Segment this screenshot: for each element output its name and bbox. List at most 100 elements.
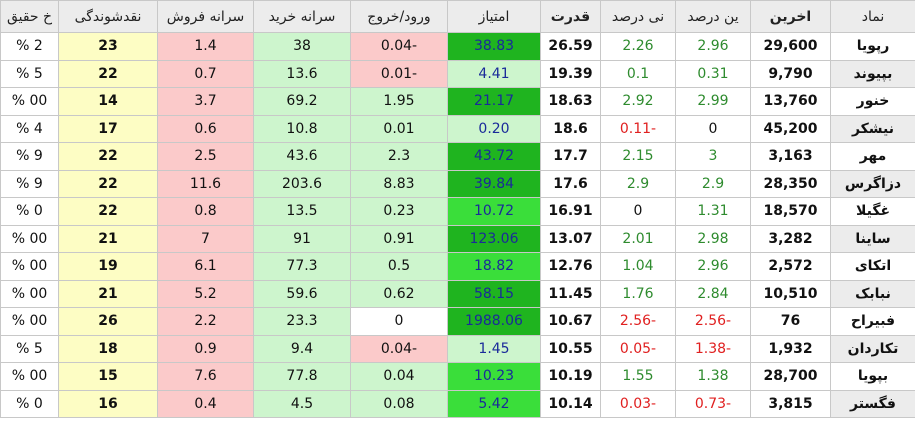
table-cell: 1.31 — [675, 197, 751, 226]
table-cell: -0.04 — [350, 334, 448, 363]
column-header[interactable]: ین درصد — [675, 0, 751, 33]
column-header[interactable]: سرانه خرید — [253, 0, 351, 33]
table-cell: 10.67 — [540, 307, 601, 336]
table-cell: 58.15 — [447, 279, 541, 308]
table-cell: 0 % — [0, 389, 59, 418]
table-cell: 7.6 — [157, 362, 254, 391]
table-cell: غگیلا — [830, 197, 915, 226]
table-row[interactable]: بپویا 28,700 1.38 1.55 10.19 10.23 0.04 77.8 7.6… — [0, 362, 915, 391]
table-cell: بپیوند — [830, 59, 915, 88]
table-cell: 29,600 — [750, 32, 831, 61]
table-row[interactable]: خنور 13,760 2.99 2.92 18.63 21.17 1.95 69.2 3.7 1… — [0, 87, 915, 116]
table-cell: رپویا — [830, 32, 915, 61]
table-row[interactable]: ساینا 3,282 2.98 2.01 13.07 123.06 0.91 91 7 21 00… — [0, 224, 915, 253]
table-cell: 1.55 — [600, 362, 676, 391]
table-cell: 2.96 — [675, 32, 751, 61]
table-cell: 38 — [253, 32, 351, 61]
table-cell: 11.45 — [540, 279, 601, 308]
table-cell: نبابک — [830, 279, 915, 308]
table-cell: 17.7 — [540, 142, 601, 171]
table-cell: ساینا — [830, 224, 915, 253]
table-cell: تکاردان — [830, 334, 915, 363]
table-cell: 28,700 — [750, 362, 831, 391]
table-cell: 10,510 — [750, 279, 831, 308]
table-row[interactable]: فگستر 3,815 -0.73 -0.03 10.14 5.42 0.08 4.5 0.4 1… — [0, 389, 915, 418]
table-cell: 19 — [58, 252, 158, 281]
column-header[interactable]: نی درصد — [600, 0, 676, 33]
column-header[interactable]: امتیاز — [447, 0, 541, 33]
table-cell: 0 — [675, 114, 751, 143]
table-cell: 3,282 — [750, 224, 831, 253]
table-cell: 0.31 — [675, 59, 751, 88]
column-header[interactable]: نماد — [830, 0, 915, 33]
column-header[interactable]: سرانه فروش — [157, 0, 254, 33]
column-header[interactable]: خ حقیق — [0, 0, 59, 33]
table-cell: 16.91 — [540, 197, 601, 226]
table-cell: 4.41 — [447, 59, 541, 88]
table-cell: 7 — [157, 224, 254, 253]
table-row[interactable]: بپیوند 9,790 0.31 0.1 19.39 4.41 -0.01 13.6 0.7 2… — [0, 59, 915, 88]
table-cell: 22 — [58, 59, 158, 88]
table-cell: 10.55 — [540, 334, 601, 363]
table-cell: 18 — [58, 334, 158, 363]
table-row[interactable]: نیشکر 45,200 0 -0.11 18.6 0.20 0.01 10.8 0.6 17 4 … — [0, 114, 915, 143]
table-cell: 0.1 — [600, 59, 676, 88]
table-cell: 2.9 — [675, 169, 751, 198]
table-cell: 3.7 — [157, 87, 254, 116]
table-cell: -0.05 — [600, 334, 676, 363]
table-cell: 38.83 — [447, 32, 541, 61]
table-cell: 2.01 — [600, 224, 676, 253]
table-cell: 2.84 — [675, 279, 751, 308]
table-cell: -2.56 — [600, 307, 676, 336]
table-row[interactable]: اتکای 2,572 2.96 1.04 12.76 18.82 0.5 77.3 6.1 19… — [0, 252, 915, 281]
table-row[interactable]: فبیراح 76 -2.56 -2.56 10.67 1988.06 0 23.3 2.2 26… — [0, 307, 915, 336]
table-cell: 2.92 — [600, 87, 676, 116]
table-cell: 1.95 — [350, 87, 448, 116]
column-header[interactable]: اخرین — [750, 0, 831, 33]
table-row[interactable]: مهر 3,163 3 2.15 17.7 43.72 2.3 43.6 2.5 22 9 % — [0, 142, 915, 171]
table-cell: 2.96 — [675, 252, 751, 281]
table-cell: 9 % — [0, 169, 59, 198]
table-cell: 10.23 — [447, 362, 541, 391]
table-cell: 0.91 — [350, 224, 448, 253]
table-cell: 17 — [58, 114, 158, 143]
table-cell: 22 — [58, 142, 158, 171]
table-cell: 59.6 — [253, 279, 351, 308]
table-cell: 28,350 — [750, 169, 831, 198]
table-cell: 0.01 — [350, 114, 448, 143]
table-row[interactable]: غگیلا 18,570 1.31 0 16.91 10.72 0.23 13.5 0.8 22 0… — [0, 197, 915, 226]
table-cell: 0.8 — [157, 197, 254, 226]
table-cell: -0.11 — [600, 114, 676, 143]
table-cell: 6.1 — [157, 252, 254, 281]
table-cell: 00 % — [0, 252, 59, 281]
table-cell: 10.8 — [253, 114, 351, 143]
table-cell: 5.2 — [157, 279, 254, 308]
table-cell: 2.98 — [675, 224, 751, 253]
table-cell: خنور — [830, 87, 915, 116]
table-cell: 16 — [58, 389, 158, 418]
table-cell: 17.6 — [540, 169, 601, 198]
table-cell: 10.14 — [540, 389, 601, 418]
table-cell: 0.62 — [350, 279, 448, 308]
column-header[interactable]: نقدشوندگی — [58, 0, 158, 33]
column-header[interactable]: ورود/خروج — [350, 0, 448, 33]
table-cell: 18.63 — [540, 87, 601, 116]
table-cell: 0 — [600, 197, 676, 226]
table-cell: 1.38 — [675, 362, 751, 391]
table-row[interactable]: تکاردان 1,932 -1.38 -0.05 10.55 1.45 -0.04 9.4 0… — [0, 334, 915, 363]
table-row[interactable]: رپویا 29,600 2.96 2.26 26.59 38.83 -0.04 38 1.4 2… — [0, 32, 915, 61]
table-row[interactable]: دزاگرس 28,350 2.9 2.9 17.6 39.84 8.83 203.6 11.6… — [0, 169, 915, 198]
table-cell: دزاگرس — [830, 169, 915, 198]
table-row[interactable]: نبابک 10,510 2.84 1.76 11.45 58.15 0.62 59.6 5.2… — [0, 279, 915, 308]
table-cell: 26 — [58, 307, 158, 336]
table-cell: 77.8 — [253, 362, 351, 391]
table-cell: 23.3 — [253, 307, 351, 336]
table-cell: 0.08 — [350, 389, 448, 418]
table-cell: اتکای — [830, 252, 915, 281]
table-cell: 91 — [253, 224, 351, 253]
table-cell: 0.7 — [157, 59, 254, 88]
table-cell: 2.99 — [675, 87, 751, 116]
column-header[interactable]: قدرت — [540, 0, 601, 33]
